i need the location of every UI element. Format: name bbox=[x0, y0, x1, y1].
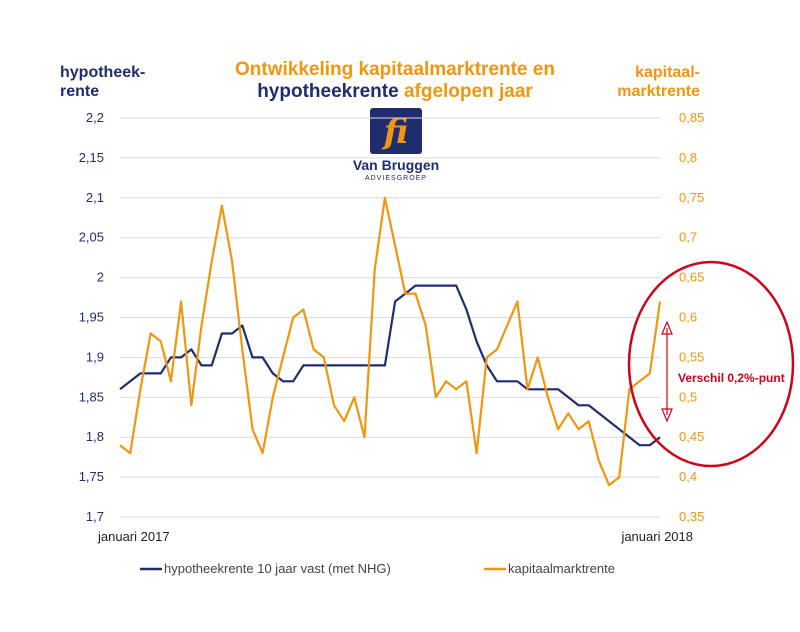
right-tick-label: 0,7 bbox=[679, 230, 697, 245]
left-tick-label: 1,95 bbox=[79, 310, 104, 325]
difference-annotation: Verschil 0,2%-punt bbox=[627, 260, 795, 468]
left-tick-label: 1,85 bbox=[79, 389, 104, 404]
logo-mark-text: fi bbox=[381, 112, 409, 152]
right-tick-label: 0,6 bbox=[679, 310, 697, 325]
left-tick-label: 1,9 bbox=[86, 349, 104, 364]
logo-name: Van Bruggen bbox=[353, 157, 439, 173]
right-tick-label: 0,55 bbox=[679, 349, 704, 364]
x-axis: januari 2017 januari 2018 bbox=[97, 529, 693, 544]
annotation-label: Verschil 0,2%-punt bbox=[678, 371, 785, 385]
left-tick-label: 1,8 bbox=[86, 429, 104, 444]
right-tick-label: 0,8 bbox=[679, 150, 697, 165]
chart-title-highlight: hypotheekrente bbox=[257, 81, 398, 102]
annotation-ellipse bbox=[627, 260, 795, 468]
x-tick-label: januari 2017 bbox=[97, 529, 170, 544]
left-tick-label: 1,7 bbox=[86, 509, 104, 524]
left-tick-label: 1,75 bbox=[79, 469, 104, 484]
legend-label: hypotheekrente 10 jaar vast (met NHG) bbox=[164, 561, 391, 576]
left-axis-title-1: hypotheek- bbox=[60, 64, 145, 81]
left-tick-label: 2,2 bbox=[86, 110, 104, 125]
left-tick-label: 2,05 bbox=[79, 230, 104, 245]
chart-title-line-1: Ontwikkeling kapitaalmarktrente en bbox=[235, 59, 555, 80]
right-tick-label: 0,75 bbox=[679, 190, 704, 205]
series-lines bbox=[119, 196, 662, 487]
chart-title-line-2: hypotheekrente afgelopen jaar bbox=[257, 81, 533, 102]
legend-label: kapitaalmarktrente bbox=[508, 561, 615, 576]
right-tick-label: 0,85 bbox=[679, 110, 704, 125]
right-axis-title-1: kapitaal- bbox=[635, 64, 700, 81]
right-tick-label: 0,35 bbox=[679, 509, 704, 524]
right-tick-label: 0,4 bbox=[679, 469, 697, 484]
series-line-kapitaalmarktrente bbox=[119, 196, 662, 487]
right-tick-label: 0,65 bbox=[679, 270, 704, 285]
chart-title-rest: afgelopen jaar bbox=[399, 81, 534, 102]
right-axis: 0,35 0,4 0,45 0,5 0,55 0,6 0,65 0,7 0,75 0,8 0,85 bbox=[679, 110, 704, 524]
gridlines bbox=[120, 117, 660, 518]
annotation-arrow-head-bottom bbox=[661, 408, 673, 423]
logo-mark-box bbox=[370, 108, 422, 154]
right-tick-label: 0,5 bbox=[679, 389, 697, 404]
x-tick-label: januari 2018 bbox=[620, 529, 693, 544]
annotation-arrow-head-top bbox=[661, 320, 673, 335]
left-axis-title-2: rente bbox=[60, 83, 99, 100]
left-tick-label: 2,15 bbox=[79, 150, 104, 165]
series-line-hypotheekrente bbox=[119, 284, 661, 447]
van-bruggen-logo-icon: fi Van Bruggen ADVIESGROEP bbox=[353, 108, 439, 182]
left-tick-label: 2,1 bbox=[86, 190, 104, 205]
right-tick-label: 0,45 bbox=[679, 429, 704, 444]
legend: hypotheekrente 10 jaar vast (met NHG) kap… bbox=[140, 561, 615, 576]
left-tick-label: 2 bbox=[97, 270, 104, 285]
left-axis: 1,7 1,75 1,8 1,85 1,9 1,95 2 2,05 2,1 2,15 2,2 bbox=[79, 110, 104, 524]
right-axis-title-2: marktrente bbox=[617, 83, 700, 100]
logo-sub: ADVIESGROEP bbox=[365, 175, 427, 182]
